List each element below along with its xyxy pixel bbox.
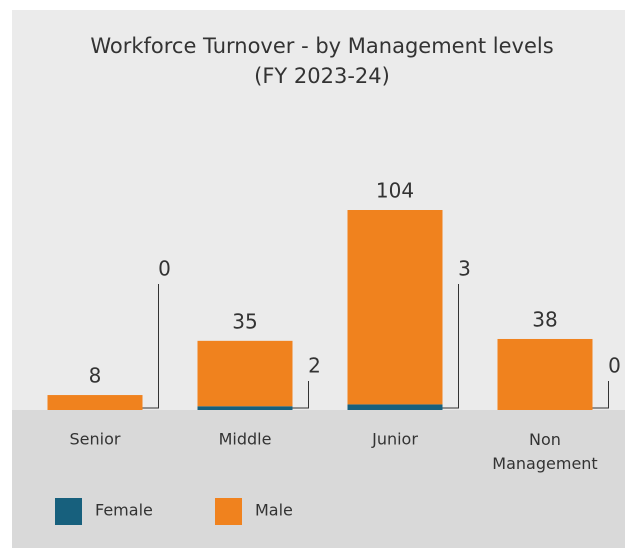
legend-label: Male bbox=[255, 501, 293, 520]
bar-segment bbox=[347, 404, 443, 410]
bar-segment bbox=[197, 340, 293, 407]
x-tick-label: Senior bbox=[70, 430, 121, 449]
x-tick-label: Non Management bbox=[492, 430, 597, 473]
bar-segment bbox=[47, 395, 143, 410]
x-tick-label-line: Management bbox=[492, 454, 597, 473]
bar-segment bbox=[347, 210, 443, 405]
leader-line bbox=[142, 284, 159, 409]
value-label: 104 bbox=[376, 179, 414, 203]
bar-segment bbox=[497, 338, 593, 410]
value-label: 0 bbox=[158, 257, 171, 281]
leader-line bbox=[442, 284, 459, 409]
x-tick-label: Middle bbox=[219, 430, 272, 449]
bar-segment bbox=[197, 406, 293, 410]
x-tick-label: Junior bbox=[371, 430, 418, 449]
value-label: 8 bbox=[89, 364, 102, 388]
value-label: 38 bbox=[532, 307, 557, 331]
value-label: 35 bbox=[232, 309, 257, 333]
value-label: 2 bbox=[308, 354, 321, 378]
x-tick-label-line: Non bbox=[529, 430, 561, 449]
legend-swatch bbox=[215, 498, 242, 525]
chart-title: Workforce Turnover - by Management level… bbox=[90, 34, 553, 58]
chart-subtitle: (FY 2023-24) bbox=[254, 64, 390, 88]
footer-background bbox=[12, 410, 625, 548]
value-label: 3 bbox=[458, 257, 471, 281]
legend-swatch bbox=[55, 498, 82, 525]
leader-line bbox=[592, 381, 609, 409]
value-label: 0 bbox=[608, 354, 621, 378]
leader-line bbox=[292, 381, 309, 409]
legend-label: Female bbox=[95, 501, 153, 520]
